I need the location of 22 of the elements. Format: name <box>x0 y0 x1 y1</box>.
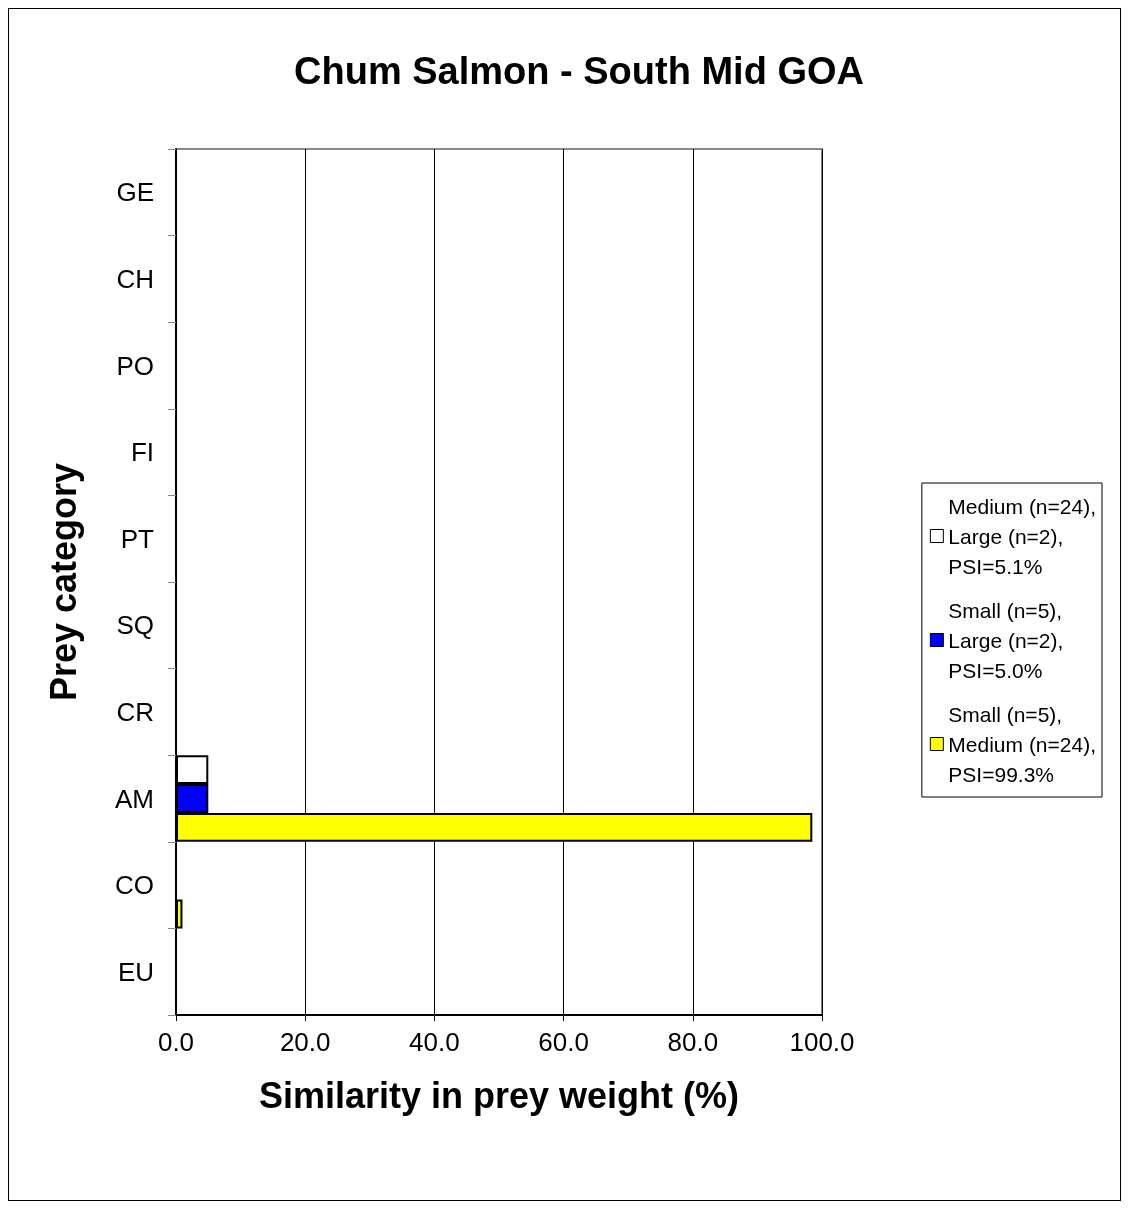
y-tick-label: CO <box>115 870 154 901</box>
y-tick-label: AM <box>115 783 154 814</box>
x-tick-label: 60.0 <box>538 1027 589 1057</box>
y-tick-label: EU <box>117 956 154 987</box>
legend-label: Small (n=5), Large (n=2), PSI=5.0% <box>948 598 1064 682</box>
y-axis-title: Prey category <box>42 462 84 702</box>
y-tick-label: CR <box>116 696 154 727</box>
y-tick-label: CH <box>116 263 154 294</box>
legend-label: Small (n=5), Medium (n=24), PSI=99.3% <box>948 702 1097 786</box>
chart-title: Chum Salmon - South Mid GOA <box>294 50 864 92</box>
x-tick-label: 0.0 <box>157 1027 195 1057</box>
x-tick-label: 80.0 <box>667 1027 719 1057</box>
y-tick-label: SQ <box>116 610 154 641</box>
y-tick-label: PO <box>116 350 154 381</box>
y-tick-label: FI <box>130 437 154 468</box>
x-axis-title: Similarity in prey weight (%) <box>258 1074 740 1116</box>
y-tick-label: GE <box>116 177 154 208</box>
x-tick-label: 100.0 <box>789 1027 855 1057</box>
x-tick-label: 20.0 <box>279 1027 331 1057</box>
legend-label: Medium (n=24), Large (n=2), PSI=5.1% <box>948 494 1097 578</box>
y-tick-label: PT <box>120 523 155 554</box>
x-tick-label: 40.0 <box>409 1027 460 1057</box>
